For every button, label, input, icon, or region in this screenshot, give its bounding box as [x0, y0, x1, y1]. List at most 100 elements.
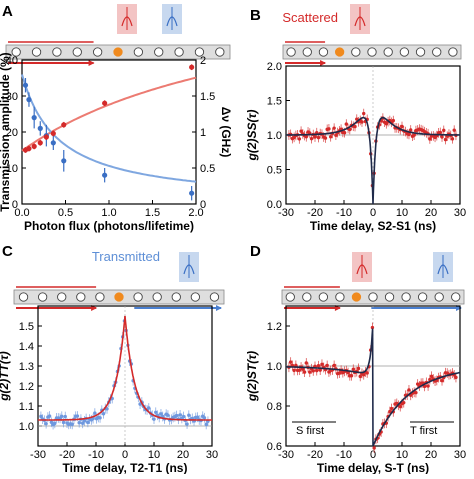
data-point	[204, 422, 208, 427]
y-tick-label: 1.2	[267, 321, 282, 333]
x-axis-label: Time delay, T2-T1 (ns)	[63, 461, 188, 474]
data-point	[61, 420, 66, 425]
data-point	[389, 406, 394, 411]
lattice-site	[302, 292, 312, 302]
shift-point	[189, 64, 195, 70]
x-tick-label: 1.0	[101, 207, 116, 219]
x-tick-label: -10	[88, 449, 104, 461]
data-point	[178, 413, 182, 417]
lattice-site	[286, 47, 296, 57]
transmission-point	[22, 82, 29, 88]
lattice-site	[432, 47, 442, 57]
data-point	[174, 413, 179, 418]
data-point	[362, 111, 366, 116]
data-point	[452, 128, 456, 132]
data-point	[70, 422, 74, 427]
x-tick-label: 20	[425, 449, 437, 461]
data-point	[91, 416, 95, 421]
x-tick-label: -20	[307, 449, 323, 461]
data-point	[328, 135, 333, 139]
data-point	[355, 117, 359, 121]
data-point	[53, 421, 57, 426]
data-point	[391, 118, 395, 123]
x-tick-label: -30	[30, 449, 46, 461]
data-point	[323, 136, 328, 140]
shift-point	[43, 134, 49, 140]
blue-fit-line	[21, 74, 197, 183]
panel-a-frame	[21, 59, 197, 205]
shift-point	[102, 100, 108, 106]
red-fit-line	[21, 76, 197, 152]
data-point	[372, 446, 376, 450]
data-point	[407, 388, 411, 392]
y-axis-label-left: Transmission amplitude (%)	[0, 52, 12, 211]
data-point	[166, 413, 170, 417]
lattice-site	[72, 47, 82, 57]
lattice-site	[335, 292, 345, 302]
data-point	[400, 124, 404, 129]
data-point	[80, 421, 85, 426]
data-point	[185, 422, 189, 426]
data-point	[315, 368, 319, 373]
data-point	[398, 404, 402, 409]
lattice-site	[31, 47, 42, 57]
lattice-site	[451, 292, 461, 302]
x-tick-label: 2.0	[188, 207, 203, 219]
y-tick-label: 1.2	[19, 381, 34, 393]
fit-line	[286, 116, 460, 205]
data-point	[337, 371, 342, 375]
data-point	[309, 136, 314, 141]
data-point	[429, 374, 434, 379]
x-tick-label: 0.5	[58, 207, 73, 219]
lattice-site	[133, 292, 143, 302]
data-point	[428, 137, 432, 141]
x-tick-label: 20	[177, 449, 189, 461]
lattice-site	[318, 47, 329, 57]
data-point	[442, 128, 446, 133]
data-point	[152, 417, 156, 421]
shift-point	[61, 122, 67, 128]
lattice-site	[52, 47, 62, 57]
arrow-head	[216, 305, 222, 311]
y-tick-label: 20	[6, 127, 18, 139]
arrow-head	[320, 60, 327, 66]
y-tick-label: 1.5	[267, 96, 282, 108]
lattice-site	[417, 292, 428, 302]
y-tick-label: 0	[12, 199, 18, 211]
lattice-site	[11, 47, 21, 57]
data-point	[44, 421, 48, 426]
transmission-point	[31, 115, 37, 121]
data-point	[450, 137, 455, 141]
data-point	[414, 390, 418, 395]
data-point	[313, 135, 317, 139]
x-tick-label: 10	[396, 207, 408, 219]
data-point	[344, 122, 349, 126]
data-point	[316, 135, 321, 140]
transmission-point	[37, 125, 43, 131]
lattice-site	[401, 292, 411, 302]
data-point	[332, 126, 336, 130]
data-point	[181, 414, 186, 419]
data-point	[358, 374, 362, 379]
x-tick-label: 10	[396, 449, 408, 461]
lattice-site	[448, 47, 458, 57]
x-tick-label: 30	[454, 207, 466, 219]
data-point	[86, 420, 90, 425]
data-point	[187, 413, 191, 417]
y-right-tick-label: 0.5	[200, 163, 215, 175]
y-right-tick-label: 0	[200, 199, 206, 211]
lattice-site	[194, 47, 205, 57]
fit-line	[286, 328, 460, 447]
data-point	[402, 400, 406, 405]
data-point	[301, 367, 305, 371]
y-tick-label: 0.8	[267, 401, 282, 413]
lattice-site	[18, 292, 29, 302]
lattice-site	[285, 292, 295, 302]
data-point	[334, 133, 338, 137]
data-point	[304, 361, 308, 365]
x-tick-label: 0	[122, 449, 128, 461]
lattice-site	[76, 292, 86, 302]
data-point	[82, 419, 87, 423]
y-tick-label: 1.0	[19, 421, 34, 433]
data-point	[412, 133, 416, 137]
